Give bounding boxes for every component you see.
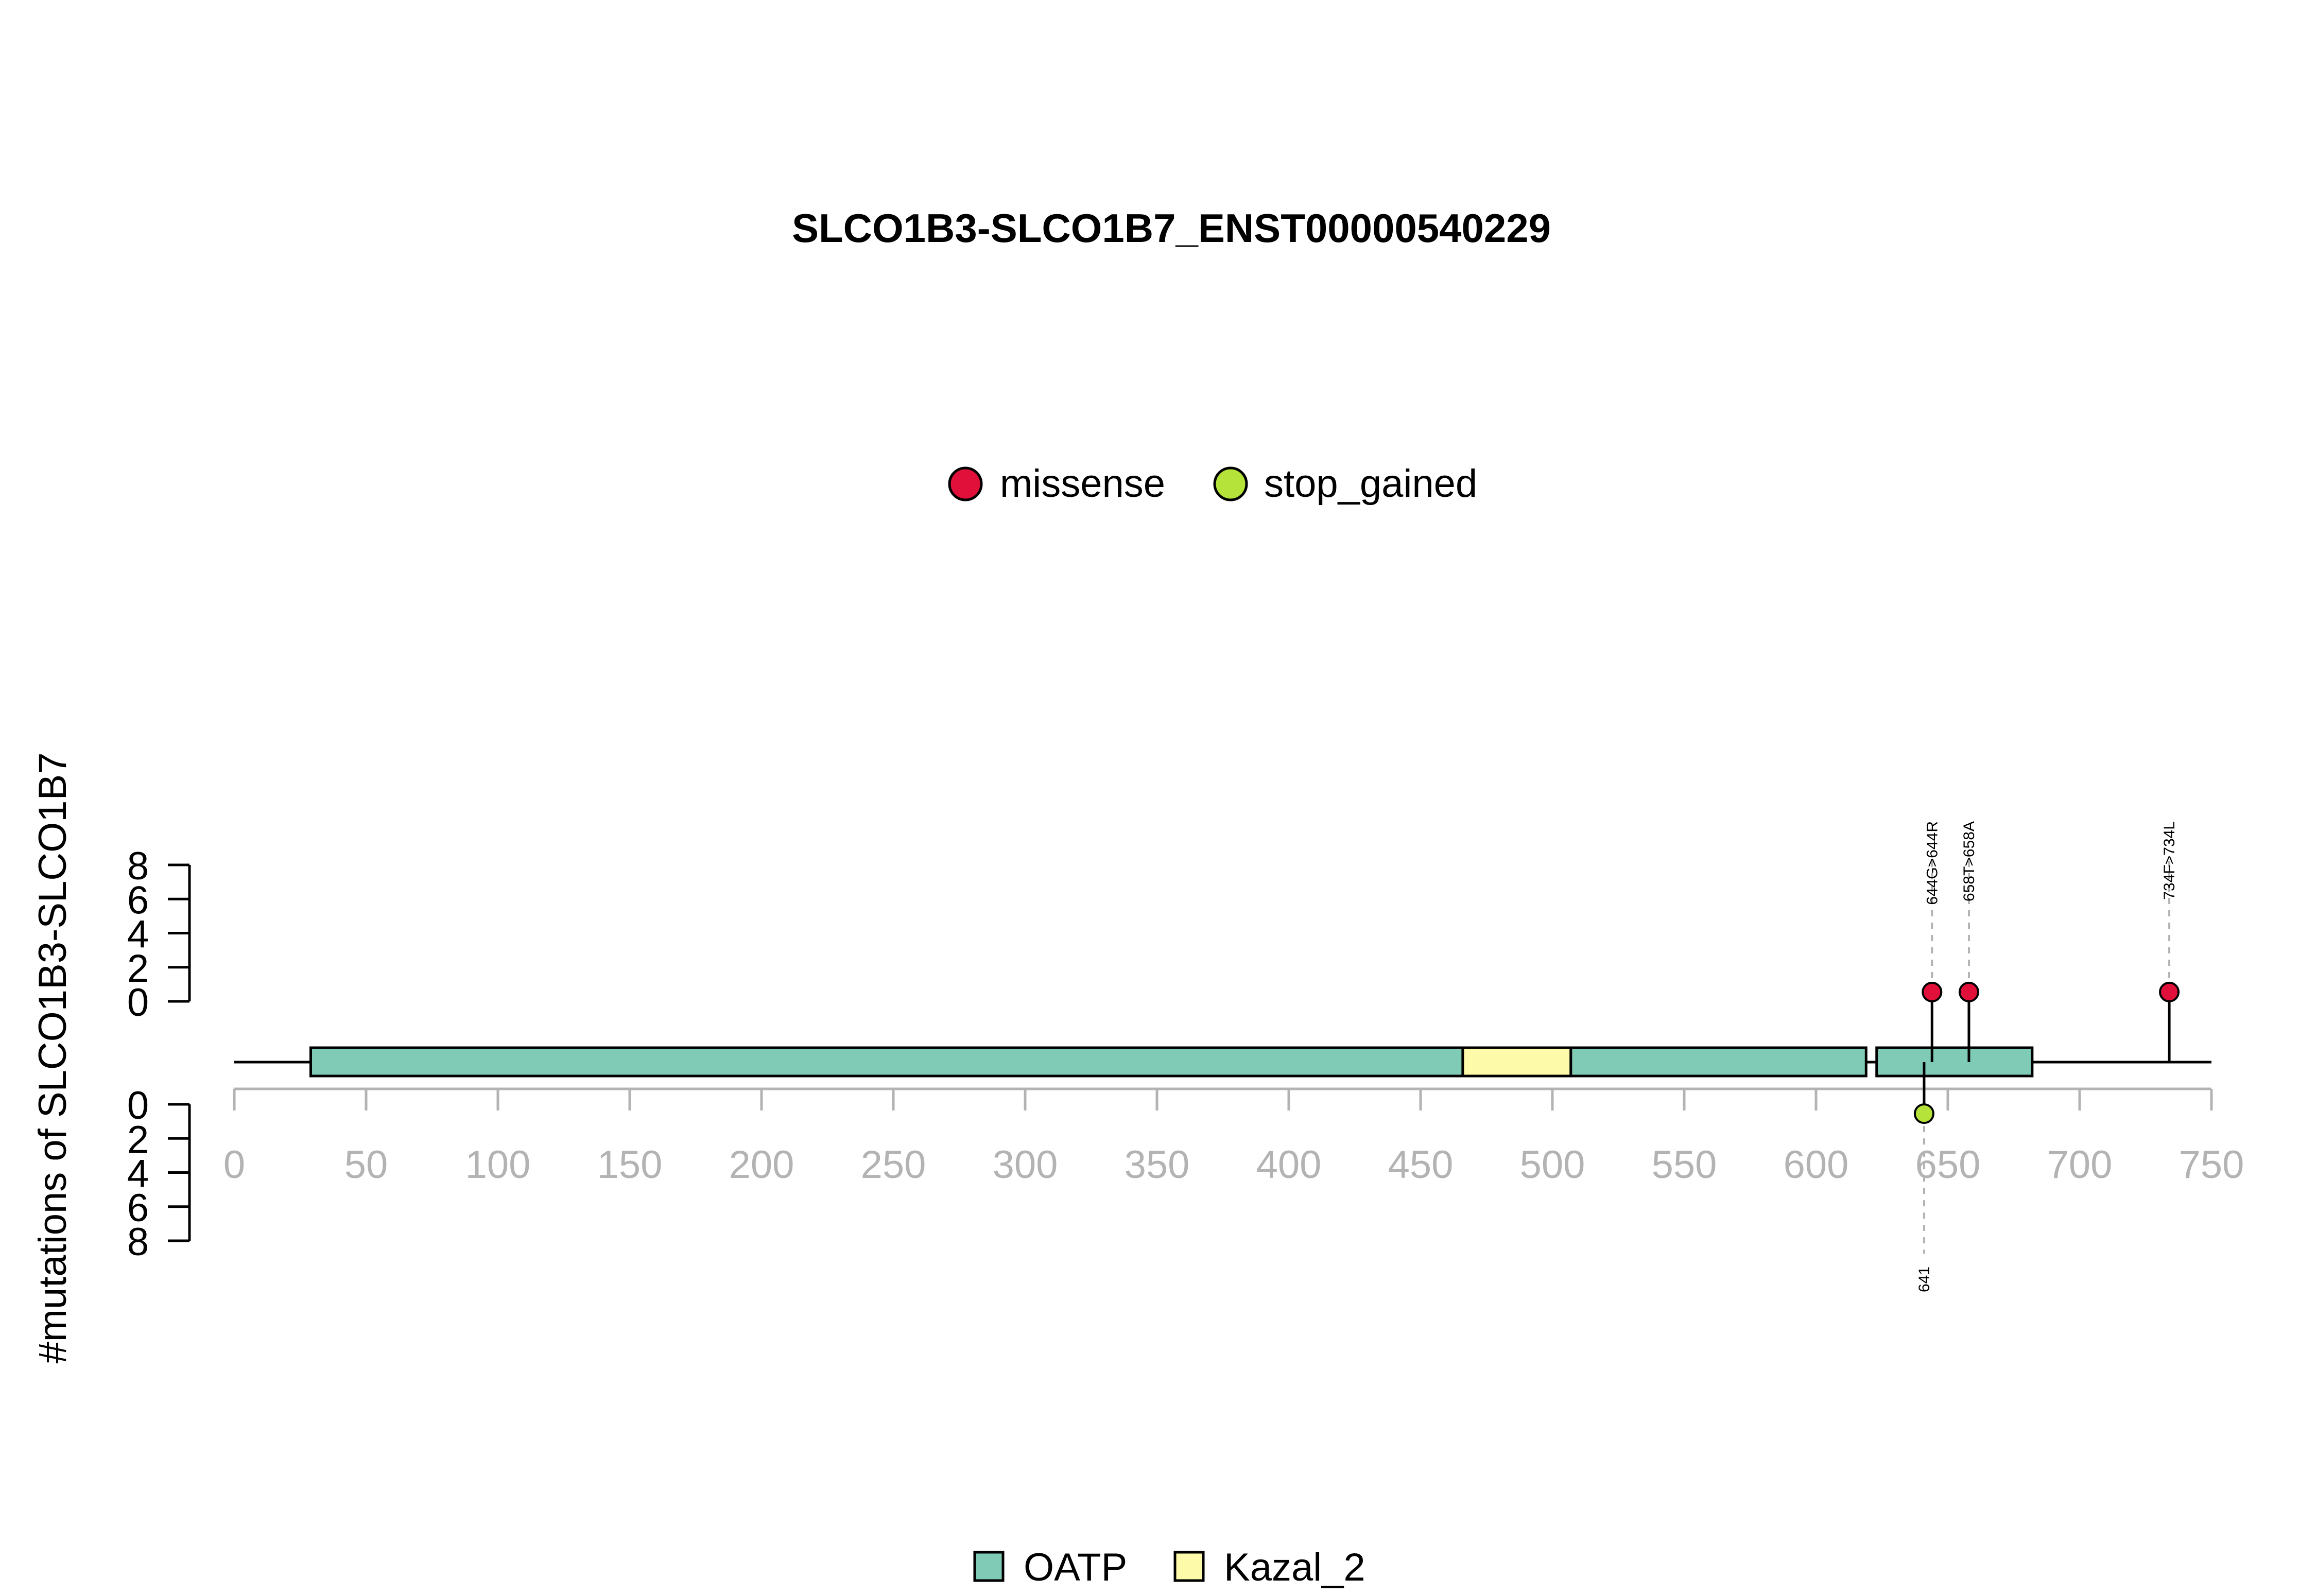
y-tick-label-top: 2 [127,947,149,991]
y-tick-label-bottom: 6 [127,1186,149,1230]
domains-group [309,1046,2034,1078]
y-tick-label-top: 6 [127,878,149,922]
y-tick-label-bottom: 0 [127,1084,149,1127]
x-tick-label: 100 [465,1143,531,1187]
y-tick-label-top: 4 [127,913,149,957]
y-axis-label: #mutations of SLCO1B3-SLCO1B7 [31,752,75,1363]
domain-kazal-2 [1461,1046,1572,1078]
y-tick-label-bottom: 4 [127,1152,149,1196]
legend-label-oatp: OATP [1024,1546,1127,1589]
legend-marker-stop_gained [1213,466,1248,501]
x-tick-label: 750 [2179,1143,2244,1187]
x-tick-label: 500 [1520,1143,1585,1187]
x-tick-label: 150 [597,1143,663,1187]
domain-oatp [309,1046,1464,1078]
legend-swatch-oatp [973,1551,1005,1582]
mutation-label: 734F>734L [2161,821,2178,900]
mutation-label: 641 [1916,1267,1933,1292]
x-tick-label: 350 [1125,1143,1190,1187]
y-tick-label-top: 0 [127,981,149,1025]
x-tick-label: 600 [1784,1143,1849,1187]
mutation-legend: missense stop_gained [948,462,1477,506]
chart-title: SLCO1B3-SLCO1B7_ENST00000540229 [792,205,1551,251]
mutation-label: 644G>644R [1924,821,1941,905]
x-tick-label: 700 [2047,1143,2113,1187]
y-tick-label-bottom: 8 [127,1220,149,1264]
y-tick-label-top: 8 [127,844,149,888]
domain-oatp [1569,1046,1868,1078]
x-axis: 0 50 100 150 200 250 300 350 400 450 500 550 600 650 7… [223,1087,2244,1187]
legend-label-missense: missense [1000,462,1165,506]
mutation-point-missense [1958,981,1979,1002]
domain-oatp [1875,1046,2034,1078]
x-tick-label: 550 [1652,1143,1717,1187]
legend-label-stop_gained: stop_gained [1264,462,1477,506]
domain-legend: OATP Kazal_2 [973,1546,1365,1589]
mutation-point-stop_gained [1913,1103,1934,1124]
legend-label-kazal-2: Kazal_2 [1224,1546,1365,1589]
y-tick-label-bottom: 2 [127,1118,149,1161]
legend-marker-missense [948,466,983,501]
x-tick-label: 450 [1388,1143,1454,1187]
mutation-point-missense [2159,981,2180,1002]
mutations-group: 644G>644R 658T>658A 734F>734L 641 [1913,821,2180,1292]
x-tick-label: 400 [1256,1143,1322,1187]
x-tick-label: 200 [729,1143,794,1187]
x-tick-label: 250 [861,1143,926,1187]
x-tick-label: 300 [993,1143,1058,1187]
x-tick-label: 50 [344,1143,388,1187]
mutation-label: 658T>658A [1961,821,1978,901]
x-tick-label: 650 [1915,1143,1981,1187]
legend-swatch-kazal-2 [1173,1551,1205,1582]
x-tick-label: 0 [223,1143,245,1187]
mutation-point-missense [1922,981,1943,1002]
